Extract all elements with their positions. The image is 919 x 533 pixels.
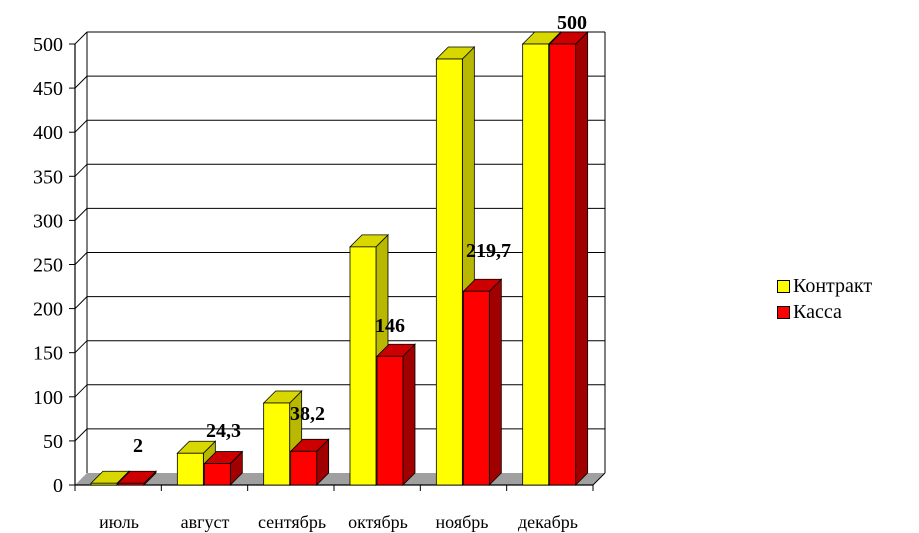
y-tick-label: 350 [33, 166, 63, 188]
legend-label-contract: Контракт [793, 274, 873, 297]
y-tick-label: 100 [33, 387, 63, 409]
legend-item-kassa: Касса [777, 299, 872, 325]
gridlines [74, 31, 606, 473]
data-label: 38,2 [290, 403, 325, 425]
x-tick-label: ноябрь [436, 512, 489, 532]
data-labels: 2 24,3 38,2 146 219,7 500 [133, 12, 587, 457]
x-tick-label: август [181, 512, 230, 532]
legend-swatch-contract [777, 279, 790, 293]
gridline-diagonal [74, 163, 88, 177]
y-tick-label: 250 [33, 255, 63, 277]
bar-kassa-сентябрь [290, 450, 318, 486]
data-label: 219,7 [466, 240, 511, 262]
y-tick-label: 500 [33, 34, 63, 56]
y-axis: 0 50 100 150 200 250 300 350 400 450 500 [33, 34, 606, 497]
floor-edge [592, 472, 606, 486]
bar-contract-октябрь [349, 246, 377, 486]
y-tick-label: 400 [33, 122, 63, 144]
y-tick-label: 200 [33, 299, 63, 321]
gridline-diagonal [74, 252, 88, 265]
x-tick-label: июль [99, 512, 139, 532]
x-tick-label: октябрь [348, 512, 408, 532]
bar-contract-сентябрь [263, 402, 291, 486]
bar-kassa-октябрь-side [402, 343, 416, 486]
bar-contract-декабрь [522, 43, 550, 486]
bars [90, 31, 589, 486]
x-tick-label: сентябрь [258, 512, 326, 532]
legend: Контракт Касса [777, 273, 872, 325]
data-label: 24,3 [206, 420, 241, 442]
gridline-diagonal [74, 428, 88, 442]
gridline-diagonal [74, 208, 88, 221]
data-label: 2 [133, 435, 143, 457]
bar-kassa-август [203, 463, 231, 486]
gridline-diagonal [74, 384, 88, 398]
y-tick-label: 0 [53, 475, 63, 497]
gridline-diagonal [74, 340, 88, 354]
bar-contract-июль [90, 482, 118, 486]
bar-kassa-ноябрь [462, 290, 490, 486]
bar-kassa-июль [117, 482, 145, 486]
gridline-diagonal [74, 75, 88, 89]
gridline-diagonal [74, 119, 88, 133]
data-label: 500 [557, 12, 587, 34]
legend-item-contract: Контракт [777, 273, 872, 299]
legend-label-kassa: Касса [793, 300, 842, 323]
bar-contract-август [176, 452, 204, 486]
gridline-diagonal [74, 296, 88, 309]
bar-kassa-декабрь-side [575, 31, 589, 486]
bar-kassa-октябрь [376, 355, 404, 486]
data-label: 146 [375, 315, 405, 337]
x-tick-label: декабрь [518, 512, 578, 532]
bar-kassa-ноябрь-side [488, 278, 502, 486]
y-tick-label: 300 [33, 210, 63, 232]
y-tick-label: 150 [33, 343, 63, 365]
x-axis-labels: июль август сентябрь октябрь ноябрь декабрь [99, 512, 578, 532]
legend-swatch-kassa [777, 305, 790, 319]
y-tick-label: 50 [43, 431, 63, 453]
gridline-diagonal [74, 31, 88, 45]
y-tick-label: 450 [33, 78, 63, 100]
bar-contract-ноябрь [435, 58, 463, 486]
bar-kassa-декабрь [549, 43, 577, 486]
